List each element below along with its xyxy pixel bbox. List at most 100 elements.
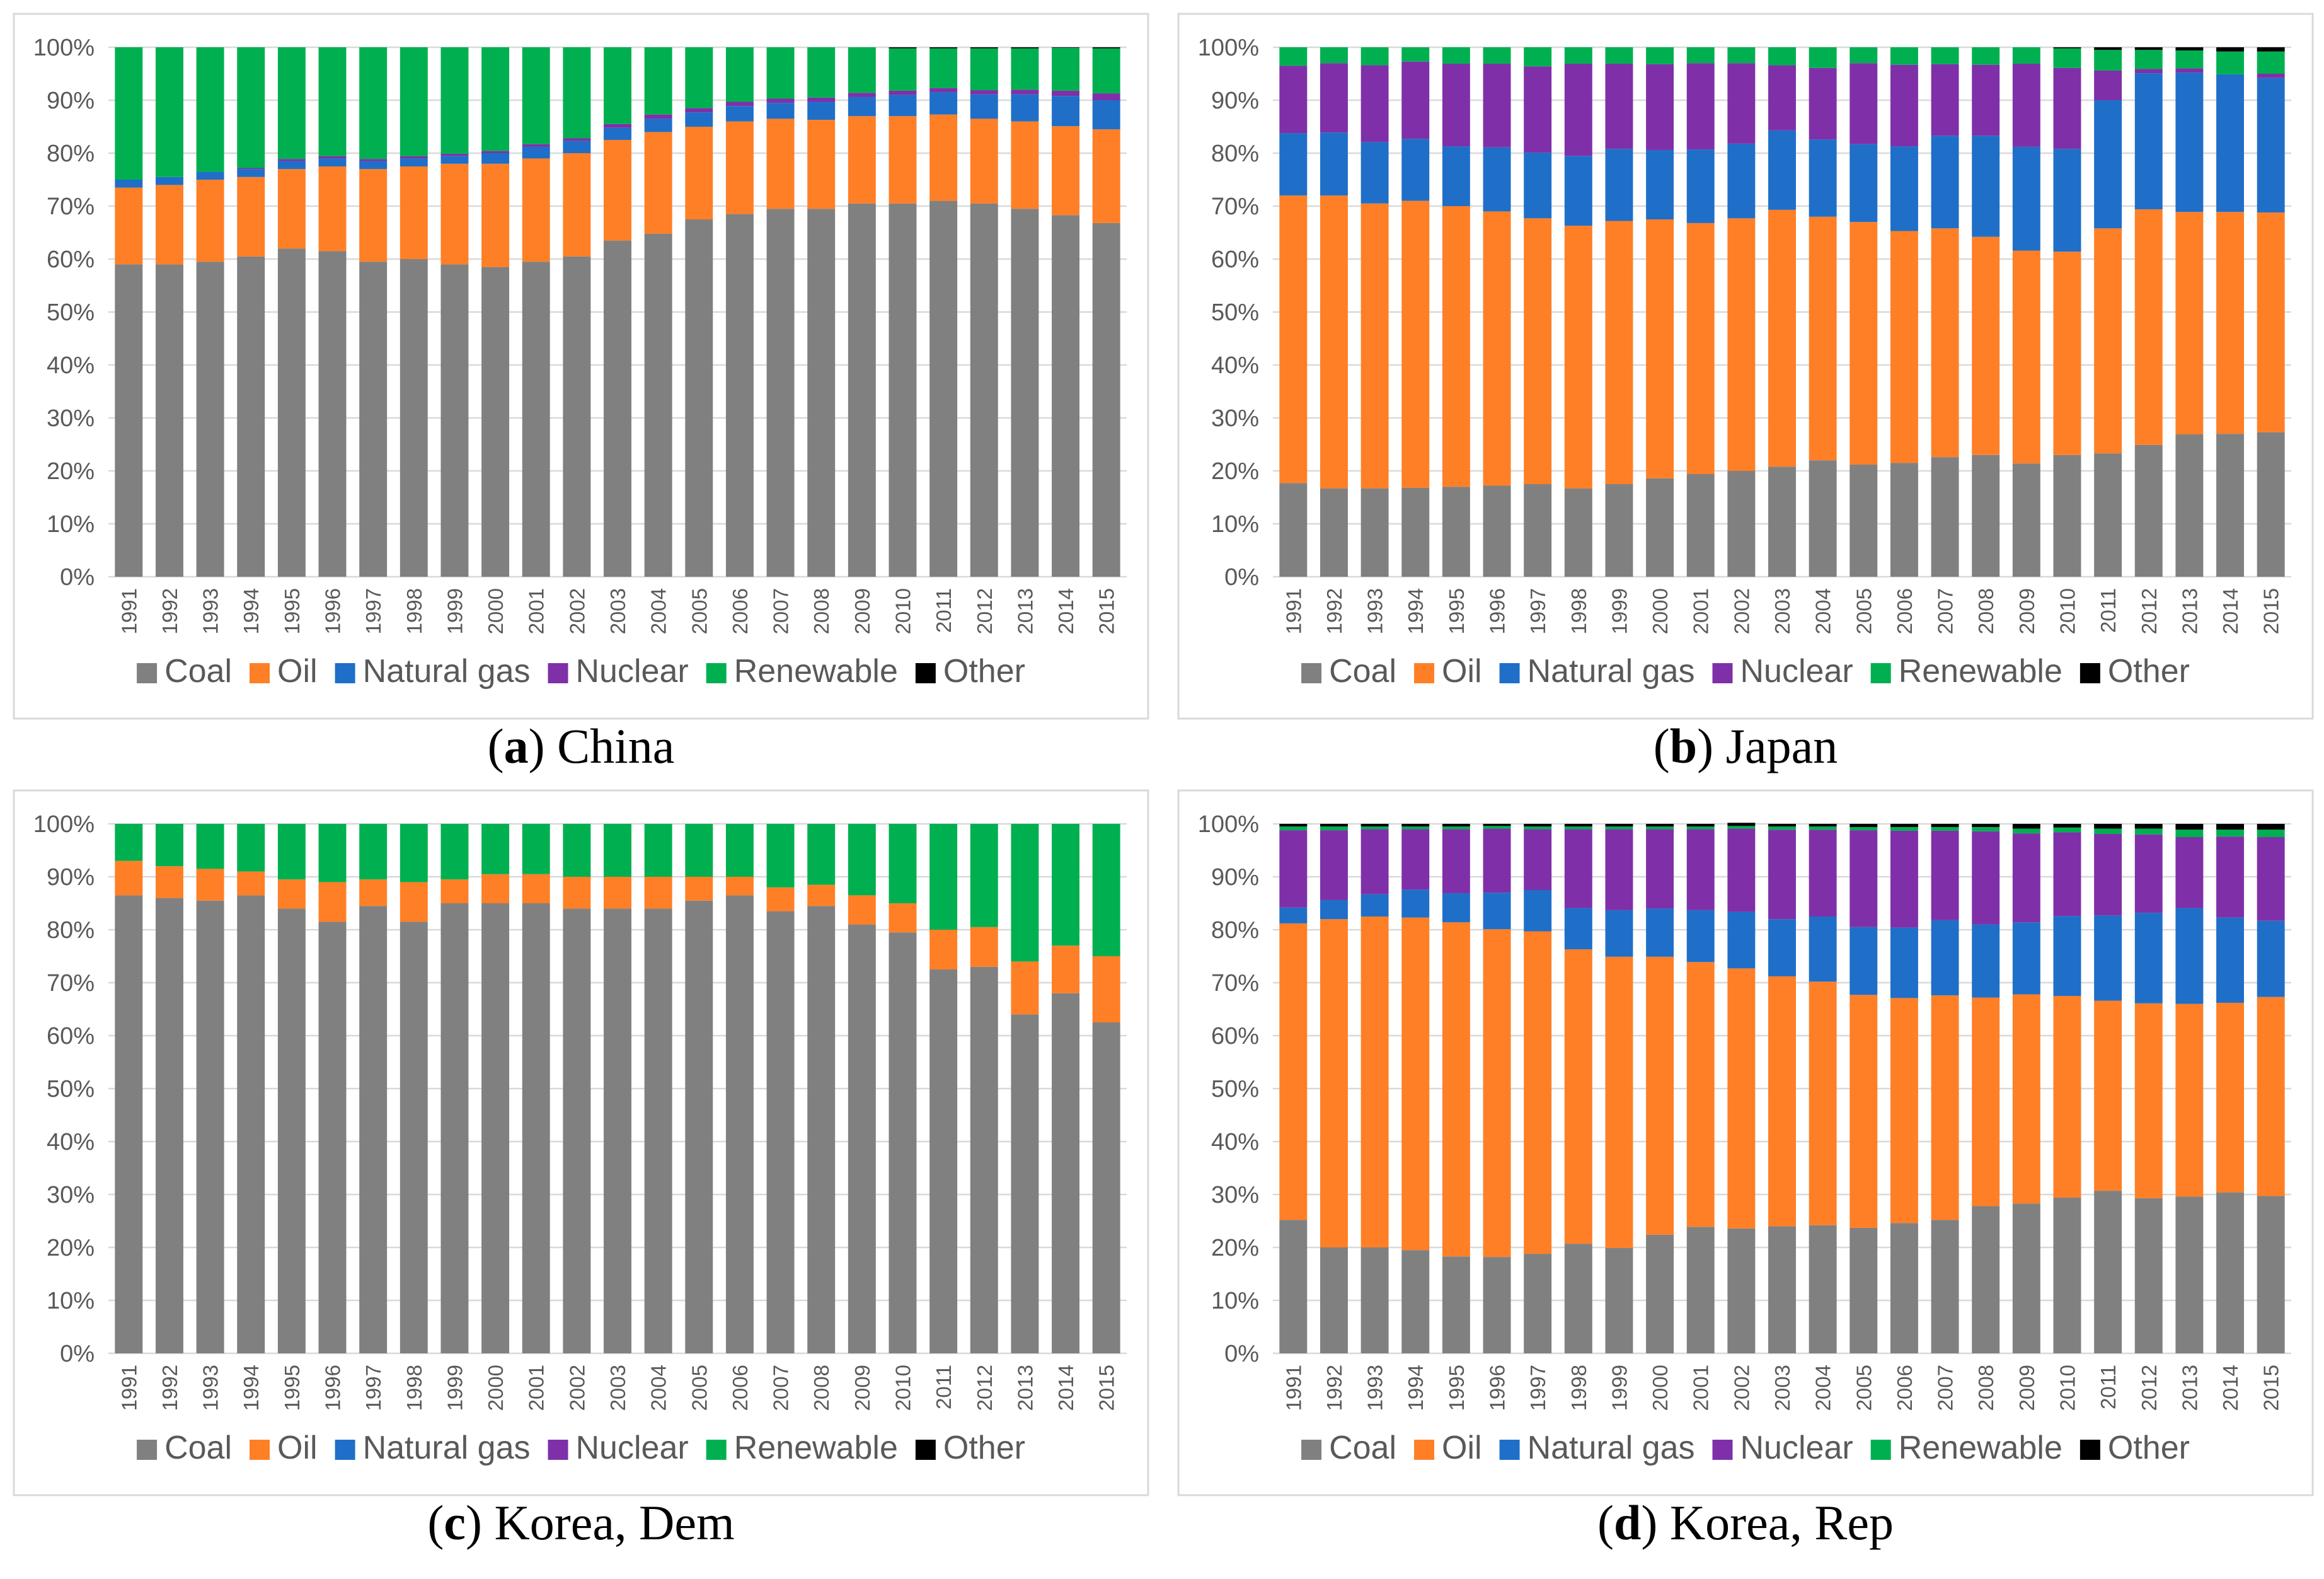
bar-natural-gas-2011	[2094, 100, 2122, 229]
bar-renewable-2002	[563, 824, 591, 877]
bar-other-2015	[1092, 47, 1120, 49]
bar-renewable-1992	[155, 47, 183, 177]
panel-caption: (b) Japan	[1654, 719, 1838, 773]
bar-coal-2004	[644, 233, 672, 577]
bar-nuclear-2011	[929, 88, 958, 93]
x-tick-label: 2001	[525, 1365, 548, 1411]
bar-natural-gas-2009	[2012, 922, 2040, 995]
bar-coal-1999	[1605, 1247, 1633, 1353]
bar-coal-1997	[1524, 1254, 1552, 1353]
bar-nuclear-2011	[2094, 833, 2122, 916]
caption-paren-close: )	[529, 719, 557, 773]
bar-coal-2004	[1809, 460, 1837, 577]
bar-oil-2011	[2094, 228, 2122, 454]
caption-letter: c	[444, 1495, 466, 1550]
legend-swatch-renewable	[1870, 663, 1891, 683]
bar-nuclear-2004	[1809, 67, 1837, 140]
bar-nuclear-2003	[1768, 65, 1796, 130]
caption-name: China	[557, 719, 674, 773]
x-tick-label: 1995	[280, 1365, 304, 1411]
bar-natural-gas-2013	[2175, 908, 2204, 1004]
bar-renewable-1993	[196, 47, 224, 172]
x-tick-label: 2012	[2137, 588, 2161, 634]
bar-natural-gas-1996	[318, 158, 347, 166]
legend-label-nuclear: Nuclear	[576, 1430, 689, 1466]
bar-coal-2009	[848, 924, 876, 1353]
bar-oil-2008	[807, 884, 836, 906]
bar-renewable-2012	[970, 824, 998, 927]
bar-nuclear-2004	[1809, 830, 1837, 917]
bar-renewable-1996	[1483, 47, 1511, 64]
x-tick-label: 2012	[973, 1365, 996, 1411]
bar-nuclear-2015	[2257, 74, 2285, 78]
bar-oil-1993	[196, 180, 224, 262]
bar-other-2009	[2012, 824, 2040, 829]
bar-coal-1994	[237, 895, 265, 1353]
x-tick-label: 1993	[1364, 1365, 1387, 1411]
y-tick-label: 70%	[47, 970, 95, 997]
bar-oil-2010	[889, 116, 917, 204]
bar-renewable-1999	[440, 824, 469, 880]
bar-coal-2007	[766, 911, 795, 1353]
x-tick-label: 1996	[321, 588, 345, 634]
caption-name: Japan	[1726, 719, 1838, 773]
x-tick-label: 2011	[932, 588, 955, 633]
x-tick-label: 2009	[851, 1365, 874, 1411]
bar-natural-gas-1991	[115, 180, 143, 188]
bar-coal-2002	[563, 908, 591, 1353]
bar-coal-2015	[1092, 223, 1120, 577]
x-tick-label: 2013	[2178, 588, 2201, 634]
bar-natural-gas-2008	[807, 101, 836, 120]
bar-renewable-1996	[318, 824, 347, 882]
bar-nuclear-2007	[1931, 64, 1959, 136]
bar-coal-2003	[604, 240, 631, 577]
bar-natural-gas-1994	[1401, 139, 1430, 201]
bar-natural-gas-1991	[1279, 133, 1308, 196]
bar-oil-2010	[889, 903, 917, 933]
bar-renewable-1996	[318, 47, 347, 157]
bar-oil-2001	[1686, 962, 1715, 1227]
y-tick-label: 30%	[1211, 1182, 1259, 1208]
legend-label-natural-gas: Natural gas	[363, 1430, 531, 1466]
legend-item-renewable: Renewable	[706, 653, 898, 690]
bar-renewable-2003	[604, 47, 631, 124]
legend-item-oil: Oil	[250, 653, 318, 690]
y-tick-label: 30%	[47, 405, 95, 432]
bar-nuclear-1994	[1401, 61, 1430, 139]
bar-coal-2012	[2134, 1198, 2163, 1353]
bar-coal-2012	[2134, 444, 2163, 577]
bar-renewable-2013	[1011, 824, 1039, 962]
bar-coal-2015	[2257, 1196, 2285, 1353]
bar-renewable-1998	[1564, 47, 1592, 64]
panel-china: 0% 10% 20% 30% 40% 50% 60% 70% 80% 90% 100% 1991 199…	[0, 0, 1159, 775]
y-tick-label: 50%	[47, 1076, 95, 1102]
bar-natural-gas-1995	[1442, 893, 1470, 923]
x-tick-label: 2004	[1812, 588, 1835, 634]
bar-nuclear-2010	[2053, 832, 2081, 917]
bar-renewable-2007	[766, 824, 795, 888]
bar-oil-1999	[440, 879, 469, 903]
bar-oil-2001	[522, 158, 550, 262]
bar-renewable-2013	[2175, 830, 2204, 837]
legend-swatch-renewable	[1870, 1440, 1891, 1460]
bar-oil-2001	[1686, 223, 1715, 475]
legend-swatch-natural-gas	[1499, 663, 1520, 683]
bar-renewable-1998	[400, 47, 428, 157]
bar-renewable-2003	[604, 824, 631, 877]
bar-oil-2012	[970, 927, 998, 967]
bar-renewable-2013	[2175, 50, 2204, 69]
bar-coal-2001	[522, 262, 550, 577]
y-tick-label: 90%	[47, 864, 95, 891]
bar-coal-2014	[1052, 215, 1080, 577]
bar-natural-gas-2005	[1849, 144, 1878, 223]
bar-oil-2007	[1931, 995, 1959, 1220]
bar-coal-1995	[277, 908, 306, 1353]
x-tick-label: 1993	[199, 588, 222, 634]
bar-nuclear-2003	[604, 124, 631, 128]
y-tick-label: 80%	[47, 141, 95, 167]
legend-label-coal: Coal	[1329, 653, 1396, 690]
bar-other-2011	[2094, 824, 2122, 829]
y-tick-label: 80%	[1211, 141, 1259, 167]
bar-nuclear-1999	[440, 153, 469, 156]
x-tick-label: 2000	[1648, 1365, 1672, 1411]
